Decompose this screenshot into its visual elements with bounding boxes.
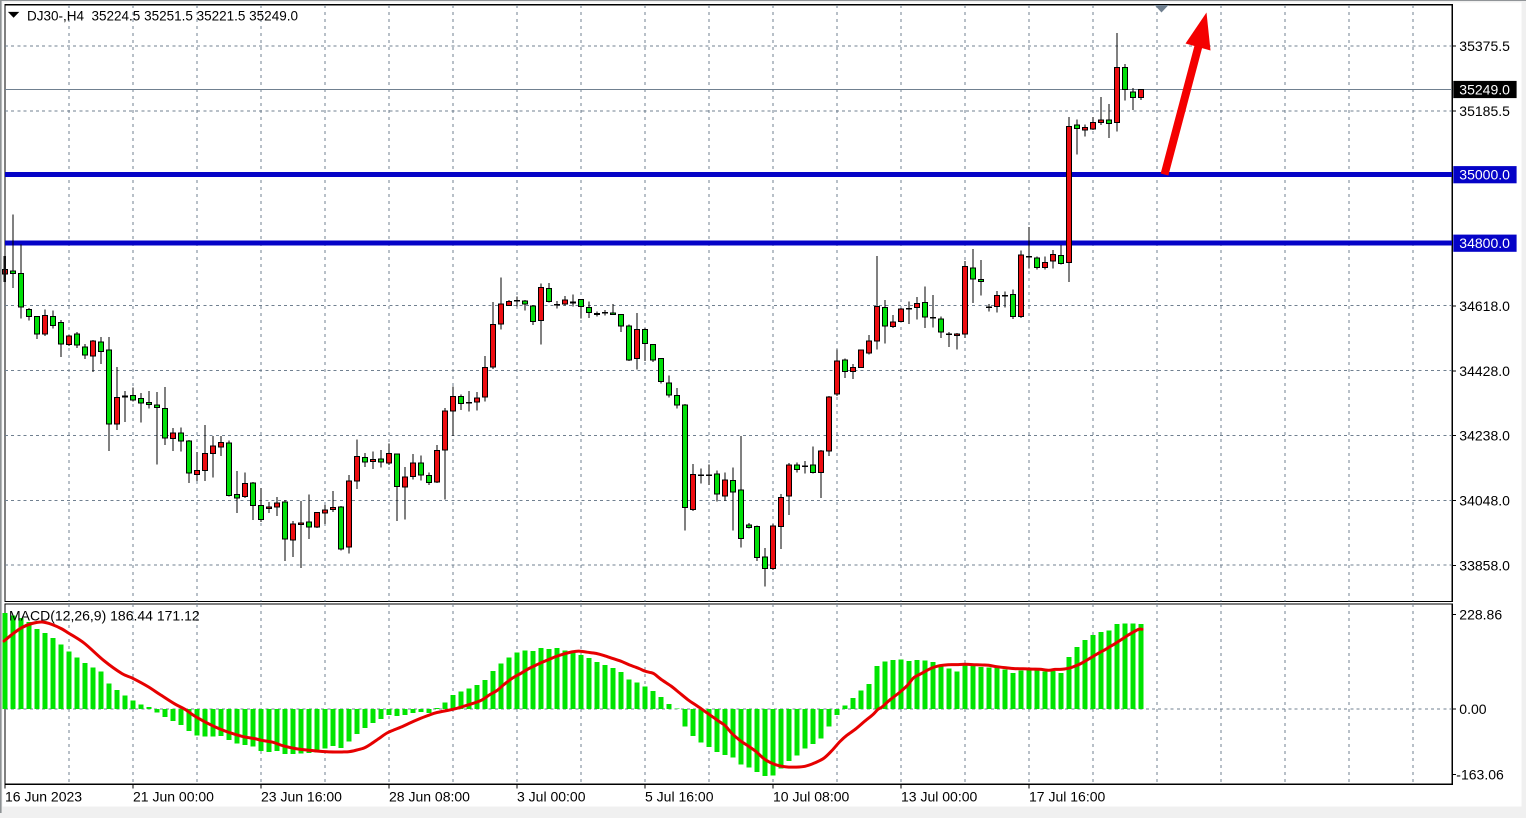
svg-text:34048.0: 34048.0 [1459,493,1510,509]
svg-text:35375.5: 35375.5 [1459,38,1510,54]
svg-text:21 Jun 00:00: 21 Jun 00:00 [133,788,214,804]
svg-text:33858.0: 33858.0 [1459,558,1510,574]
svg-text:3 Jul 00:00: 3 Jul 00:00 [517,788,586,804]
svg-text:23 Jun 16:00: 23 Jun 16:00 [261,788,342,804]
svg-text:228.86: 228.86 [1459,607,1502,623]
svg-text:DJ30-,H4 35224.5 35251.5 3522: DJ30-,H4 35224.5 35251.5 35221.5 35249.0 [27,9,298,24]
svg-text:35000.0: 35000.0 [1459,167,1510,183]
svg-text:16 Jun 2023: 16 Jun 2023 [5,788,82,804]
svg-text:10 Jul 08:00: 10 Jul 08:00 [773,788,849,804]
svg-text:35185.5: 35185.5 [1459,103,1510,119]
svg-text:13 Jul 00:00: 13 Jul 00:00 [901,788,977,804]
svg-text:MACD(12,26,9) 186.44 171.12: MACD(12,26,9) 186.44 171.12 [9,608,200,624]
svg-text:35249.0: 35249.0 [1459,82,1510,98]
svg-text:34238.0: 34238.0 [1459,428,1510,444]
svg-text:28 Jun 08:00: 28 Jun 08:00 [389,788,470,804]
svg-text:34800.0: 34800.0 [1459,235,1510,251]
svg-text:17 Jul 16:00: 17 Jul 16:00 [1029,788,1105,804]
svg-text:34618.0: 34618.0 [1459,298,1510,314]
svg-text:34428.0: 34428.0 [1459,363,1510,379]
svg-text:5 Jul 16:00: 5 Jul 16:00 [645,788,714,804]
svg-text:0.00: 0.00 [1459,701,1486,717]
svg-text:-163.06: -163.06 [1456,766,1504,782]
